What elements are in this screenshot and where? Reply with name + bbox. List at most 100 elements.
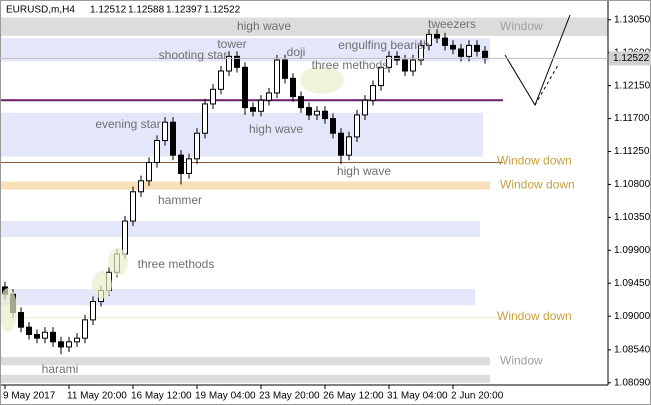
- header: EURUSD,m,H4 1.12512 1.12588 1.12397 1.12…: [6, 5, 241, 16]
- candle-body: [42, 331, 48, 339]
- candle-body: [90, 301, 96, 321]
- candle-body: [218, 70, 224, 90]
- candle-body: [210, 88, 216, 105]
- candle-body: [242, 66, 248, 109]
- candle-body: [266, 92, 272, 101]
- level-label: Window down: [497, 154, 572, 168]
- candle-body: [434, 33, 440, 39]
- y-tick-label: 1.09450: [614, 278, 651, 289]
- x-tick-label: 31 May 04:00: [387, 391, 448, 402]
- candle-body: [354, 114, 360, 138]
- candle-body: [154, 140, 160, 163]
- candle-body: [186, 158, 192, 174]
- candle-body: [282, 59, 288, 79]
- candle-body: [298, 96, 304, 109]
- header-open: 1.12512: [90, 5, 127, 16]
- symbol: EURUSD,m,H4: [6, 5, 75, 16]
- pattern-label: evening star: [95, 117, 160, 131]
- candle-body: [386, 55, 392, 68]
- zone-label: Window: [500, 353, 543, 367]
- candle-body: [34, 333, 40, 339]
- candle-body: [82, 319, 88, 339]
- pattern-label: tower: [217, 37, 246, 51]
- candle-body: [130, 191, 136, 222]
- candle-body: [322, 110, 328, 120]
- candle-body: [346, 136, 352, 156]
- candle-body: [442, 37, 448, 46]
- candle-body: [450, 44, 456, 50]
- candle-body: [162, 121, 168, 142]
- candle-body: [474, 44, 480, 52]
- zone: [0, 17, 608, 36]
- x-tick-label: 26 May 12:00: [323, 391, 384, 402]
- y-tick-label: 1.08540: [614, 345, 651, 356]
- candle-body: [274, 59, 280, 94]
- candle-body: [170, 121, 176, 156]
- zone: [0, 221, 480, 238]
- candle-body: [50, 331, 56, 343]
- header-close: 1.12522: [204, 5, 241, 16]
- pattern-label: high wave: [337, 164, 391, 178]
- x-tick-label: 19 May 04:00: [195, 391, 256, 402]
- current-price-box: [609, 51, 651, 66]
- pattern-label: engulfing bearish: [338, 38, 429, 52]
- pattern-label: doji: [287, 45, 306, 59]
- x-tick-label: 2 Jun 20:00: [451, 391, 504, 402]
- header-low: 1.12397: [166, 5, 203, 16]
- pattern-label: harami: [42, 362, 79, 376]
- pattern-label: three methods: [138, 257, 215, 271]
- header-high: 1.12588: [128, 5, 165, 16]
- zone: [0, 357, 490, 366]
- x-tick-label: 11 May 20:00: [67, 391, 127, 402]
- candle-body: [466, 44, 472, 57]
- x-tick-label: 16 May 12:00: [131, 391, 192, 402]
- candle-body: [122, 220, 128, 255]
- x-tick-label: 23 May 20:00: [259, 391, 320, 402]
- candle-body: [258, 99, 264, 112]
- pattern-label: tweezers: [428, 17, 476, 31]
- zone: [0, 181, 490, 190]
- pattern-label: high wave: [237, 19, 291, 33]
- highlights: [0, 66, 344, 332]
- candle-body: [306, 107, 312, 116]
- candle-body: [410, 59, 416, 72]
- x-tick-label: 9 May 2017: [3, 391, 56, 402]
- candle-body: [66, 341, 72, 348]
- y-tick-label: 1.11700: [614, 113, 650, 124]
- drawn-arrows: [504, 14, 571, 107]
- candle-body: [74, 337, 80, 343]
- y-tick-label: 1.12150: [614, 80, 651, 91]
- candle-body: [482, 50, 488, 60]
- zone: [0, 374, 490, 383]
- zone-label: Window down: [500, 178, 575, 192]
- candle-body: [146, 161, 152, 182]
- candle-body: [138, 180, 144, 193]
- zone: [0, 112, 483, 157]
- candle-body: [226, 55, 232, 72]
- candle-body: [402, 59, 408, 72]
- pattern-label: three methods: [312, 58, 389, 72]
- candle-body: [370, 85, 376, 101]
- candle-body: [194, 132, 200, 160]
- y-tick-label: 1.08090: [614, 377, 651, 388]
- candle-body: [362, 99, 368, 116]
- candle-body: [314, 110, 320, 116]
- candle-body: [234, 55, 240, 68]
- candle-body: [458, 48, 464, 57]
- candle-body: [26, 326, 32, 335]
- y-tick-label: 1.13050: [614, 14, 651, 25]
- candle-body: [330, 118, 336, 134]
- level-label: Window down: [497, 309, 572, 323]
- y-tick-label: 1.10800: [614, 179, 651, 190]
- candle-body: [290, 77, 296, 98]
- candle-body: [418, 44, 424, 61]
- y-tick-label: 1.09000: [614, 311, 651, 322]
- zone: [0, 38, 490, 62]
- candle-body: [250, 107, 256, 112]
- zone-label: Window: [500, 19, 543, 33]
- candle-body: [202, 103, 208, 134]
- current-price-label: 1.12522: [613, 53, 650, 64]
- y-tick-label: 1.09900: [614, 245, 651, 256]
- zone: [0, 289, 475, 306]
- pattern-label: high wave: [249, 122, 303, 136]
